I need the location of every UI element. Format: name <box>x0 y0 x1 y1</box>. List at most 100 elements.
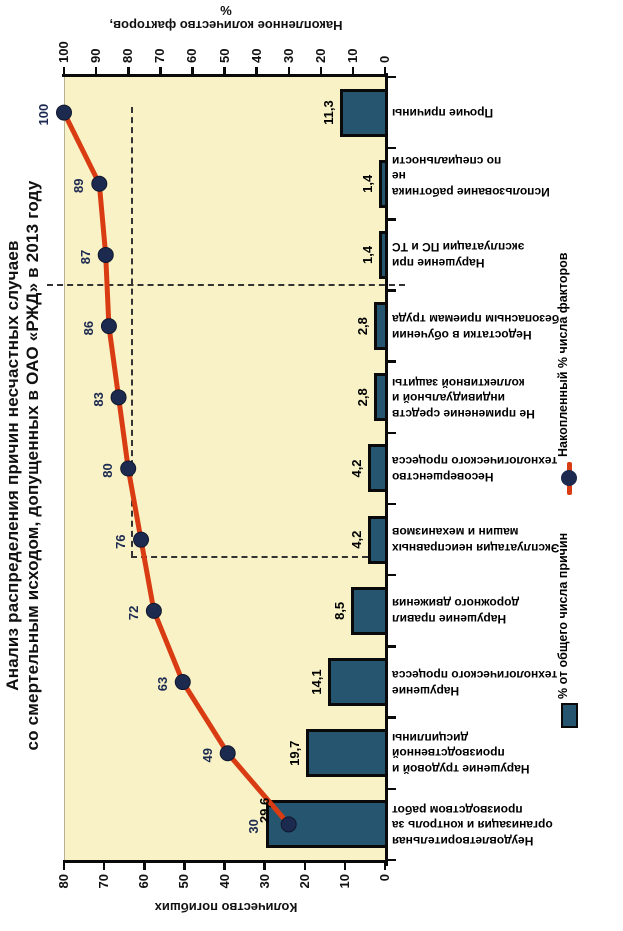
right-axis-tick <box>127 67 130 77</box>
left-axis-tick <box>102 860 106 870</box>
right-axis-tick-label: 50 <box>216 48 232 63</box>
category-axis-tick <box>388 716 396 719</box>
bar <box>368 444 388 493</box>
category-axis-tick <box>388 360 396 363</box>
right-axis-tick-label: 30 <box>280 48 296 63</box>
right-axis-tick-label: 60 <box>184 48 200 63</box>
category-axis-tick <box>388 218 396 221</box>
bar <box>339 88 388 137</box>
left-axis-tick <box>183 860 186 870</box>
cumulative-point-label: 80 <box>100 463 116 478</box>
bar <box>373 373 388 422</box>
category-label: Нарушение правил дорожного движения <box>392 596 520 627</box>
pareto-80pct-line-horizontal <box>131 107 133 557</box>
bar-value-label: 1,4 <box>360 174 376 193</box>
bar <box>305 729 388 778</box>
cumulative-point-label: 86 <box>80 320 96 336</box>
category-label: Прочие причины <box>392 106 494 121</box>
right-axis-tick <box>319 67 323 77</box>
right-axis-tick-label: 0 <box>377 55 392 63</box>
category-axis-tick <box>388 289 396 292</box>
right-axis-tick-label: 90 <box>88 48 104 63</box>
right-axis-tick-label: 80 <box>120 48 136 63</box>
bar <box>266 800 388 849</box>
category-label: Нарушение технологического процесса <box>392 668 558 698</box>
cumulative-point-label: 83 <box>90 392 106 407</box>
bar-value-label: 2,8 <box>354 317 370 336</box>
bar <box>350 586 388 635</box>
left-axis-tick-label: 70 <box>96 874 112 889</box>
pareto-80pct-line-vertical <box>131 556 368 558</box>
bar-value-label: 1,4 <box>360 245 376 265</box>
right-axis-tick-label: 40 <box>248 48 264 63</box>
legend-line-marker-dot <box>561 470 577 486</box>
left-axis-tick-label: 0 <box>377 874 392 882</box>
category-axis-tick <box>388 645 396 648</box>
bar <box>379 159 388 208</box>
right-axis-tick <box>223 67 226 77</box>
cumulative-point-label: 49 <box>199 748 215 763</box>
vital-few-separator-line <box>47 284 405 286</box>
bar-value-label: 14,1 <box>309 669 325 695</box>
category-label: Несовершенство технологического процесса <box>392 454 558 485</box>
cumulative-point-label: 89 <box>71 178 87 194</box>
left-axis-title: Количество погибших <box>154 900 298 915</box>
category-label: Не применение средств индивидуальной и к… <box>392 375 535 421</box>
left-axis-tick-label: 50 <box>176 874 192 889</box>
category-axis-tick <box>388 787 396 791</box>
category-axis-tick <box>388 431 396 435</box>
left-axis-tick <box>223 860 226 870</box>
right-axis-tick <box>94 67 98 77</box>
left-axis-tick-label: 80 <box>56 874 71 889</box>
bar-value-label: 8,5 <box>331 601 347 620</box>
cumulative-point-label: 63 <box>154 676 170 692</box>
right-axis-tick-label: 70 <box>152 48 168 63</box>
category-label: Эксплуатация неисправных машин и механиз… <box>392 525 560 556</box>
chart-title-line2: со смертельным исходом, допущенных в ОАО… <box>23 180 42 751</box>
category-label: Неудовлетворительная организация и контр… <box>392 802 553 848</box>
right-axis-tick <box>383 67 387 77</box>
bar <box>373 302 388 351</box>
right-axis-tick <box>191 67 194 77</box>
cumulative-point-label: 76 <box>113 534 129 549</box>
left-axis-tick-label: 10 <box>336 874 352 889</box>
right-axis-tick <box>287 67 290 77</box>
legend-line-label: Накопленный % числа факторов <box>556 252 570 457</box>
cumulative-point-label: 72 <box>125 605 141 621</box>
right-axis-tick <box>255 67 258 77</box>
legend-bar-label: % от общего числа причин <box>556 532 570 699</box>
bar <box>379 230 388 279</box>
left-axis-line <box>64 860 388 863</box>
category-axis-tick <box>388 75 396 79</box>
left-axis-tick <box>303 860 307 870</box>
bar-value-label: 2,8 <box>354 388 370 407</box>
category-axis-tick <box>388 573 396 577</box>
bar <box>368 515 388 564</box>
cumulative-point-label: 87 <box>77 249 93 265</box>
cumulative-point-label: 30 <box>245 819 261 834</box>
cumulative-point-label: 100 <box>36 103 51 126</box>
right-axis-tick <box>351 67 355 77</box>
right-axis-tick <box>159 67 162 77</box>
bar-value-label: 4,2 <box>349 459 365 478</box>
left-axis-tick-label: 40 <box>216 874 232 889</box>
bar <box>328 658 388 707</box>
left-axis-tick <box>383 860 387 870</box>
bar-value-label: 19,7 <box>286 740 302 766</box>
left-axis-tick-label: 20 <box>296 874 312 889</box>
category-label: Использование работника не по специально… <box>392 154 550 200</box>
category-axis-tick <box>388 502 396 506</box>
right-axis-tick-label: 10 <box>344 48 360 63</box>
left-axis-tick-label: 30 <box>256 874 272 889</box>
right-axis-tick <box>62 67 66 77</box>
chart-title-line1: Анализ распределения причин несчастных с… <box>3 240 22 691</box>
category-axis-tick <box>388 146 396 150</box>
bar-value-label: 11,3 <box>320 100 336 125</box>
category-label: Недостатки в обучении безопасным приемам… <box>392 312 560 342</box>
right-axis-tick-label: 20 <box>312 48 328 63</box>
legend-bar-swatch <box>561 703 578 728</box>
left-axis-tick <box>62 860 66 870</box>
left-axis-tick <box>143 860 146 870</box>
